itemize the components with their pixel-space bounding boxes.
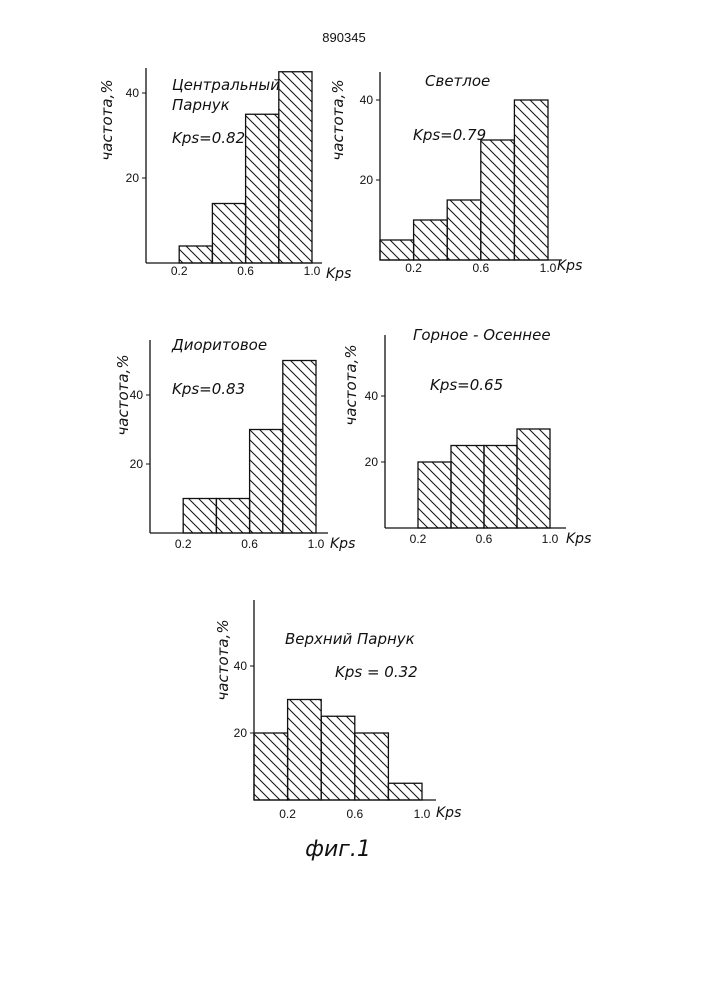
- y-tick-label: 20: [234, 726, 248, 740]
- histogram-panels: 20400.20.61.0Kpsчастота,%ЦентральныйПарн…: [98, 68, 591, 821]
- histogram-bar: [447, 200, 481, 260]
- page-number: 890345: [322, 30, 365, 45]
- histogram-bar: [183, 499, 216, 534]
- x-tick-label: 0.2: [405, 261, 422, 275]
- x-tick-label: 0.2: [279, 807, 296, 821]
- x-axis-label: Kps: [330, 536, 355, 552]
- y-tick-label: 20: [130, 457, 144, 471]
- histogram-bar: [481, 140, 515, 260]
- histogram-bar: [216, 499, 249, 534]
- chart-title: Диоритовое: [171, 336, 267, 354]
- histogram-bar: [179, 246, 212, 263]
- histogram-bar: [380, 240, 414, 260]
- x-axis-label: Kps: [557, 258, 582, 274]
- chart-title: Парнук: [172, 96, 230, 114]
- histogram-bar: [484, 446, 517, 529]
- histogram-bar: [250, 430, 283, 534]
- histogram-bar: [279, 72, 312, 263]
- x-tick-label: 0.6: [237, 264, 254, 278]
- y-axis-label: частота,%: [98, 79, 116, 160]
- x-tick-label: 0.6: [241, 537, 258, 551]
- chart-title: Верхний Парнук: [285, 630, 415, 648]
- x-tick-label: 1.0: [308, 537, 325, 551]
- x-tick-label: 1.0: [540, 261, 557, 275]
- x-axis-label: Kps: [436, 805, 461, 821]
- kps-annotation: Kps=0.65: [430, 376, 503, 394]
- y-axis-label: частота,%: [329, 79, 347, 160]
- y-axis-label: частота,%: [214, 619, 232, 700]
- histogram-bar: [321, 716, 355, 800]
- x-tick-label: 1.0: [304, 264, 321, 278]
- x-tick-label: 1.0: [414, 807, 431, 821]
- chart-title: Светлое: [425, 72, 490, 90]
- histogram-bar: [514, 100, 548, 260]
- y-tick-label: 40: [126, 86, 140, 100]
- y-tick-label: 40: [234, 659, 248, 673]
- figure-caption: фиг.1: [305, 837, 371, 862]
- x-tick-label: 1.0: [542, 532, 559, 546]
- chart-panel-1: 20 40 0.2 0.6 1.0 Kps частота,% Центральный Парн…: [98, 68, 351, 282]
- y-tick-label: 20: [126, 171, 140, 185]
- x-tick-label: 0.2: [175, 537, 192, 551]
- y-tick-label: 40: [360, 93, 374, 107]
- histogram-bar: [283, 361, 316, 534]
- x-tick-label: 0.2: [410, 532, 427, 546]
- histogram-bar: [254, 733, 288, 800]
- histogram-bar: [418, 462, 451, 528]
- x-tick-label: 0.6: [472, 261, 489, 275]
- x-axis-label: Kps: [566, 531, 591, 547]
- chart-title: Центральный: [172, 76, 280, 94]
- chart-title: Горное - Осеннее: [413, 326, 551, 344]
- histogram-bar: [212, 204, 245, 264]
- chart-panel-3: 20400.20.61.0Kpsчастота,%ДиоритовоеKps=0…: [114, 336, 355, 552]
- histogram-bar: [288, 700, 322, 801]
- y-tick-label: 40: [365, 389, 379, 403]
- chart-panel-4: 20 40 0.2 0.6 1.0 Kps частота,% Горное - Осенне…: [342, 326, 591, 547]
- histogram-bar: [414, 220, 448, 260]
- y-axis-label: частота,%: [114, 354, 132, 435]
- y-axis-label: частота,%: [342, 344, 360, 425]
- y-tick-label: 20: [360, 173, 374, 187]
- histogram-bar: [388, 783, 422, 800]
- x-tick-label: 0.6: [346, 807, 363, 821]
- histogram-bar: [246, 114, 279, 263]
- histogram-bar: [355, 733, 389, 800]
- histogram-bar: [451, 446, 484, 529]
- x-tick-label: 0.6: [476, 532, 493, 546]
- y-tick-label: 20: [365, 455, 379, 469]
- x-tick-label: 0.2: [171, 264, 188, 278]
- x-axis-label: Kps: [326, 266, 351, 282]
- kps-annotation: Kps=0.79: [413, 126, 486, 144]
- chart-panel-2: 20 40 0.2 0.6 1.0Kps частота,% Светлое Kps=0.79: [329, 72, 582, 275]
- kps-annotation: Kps=0.82: [172, 129, 245, 147]
- kps-annotation: Kps = 0.32: [335, 663, 418, 681]
- chart-panel-5: 20 40 0.2 0.6 1.0 Kps частота,% Верхний Парнук K…: [214, 600, 461, 821]
- histogram-bar: [517, 429, 550, 528]
- kps-annotation: Kps=0.83: [172, 380, 245, 398]
